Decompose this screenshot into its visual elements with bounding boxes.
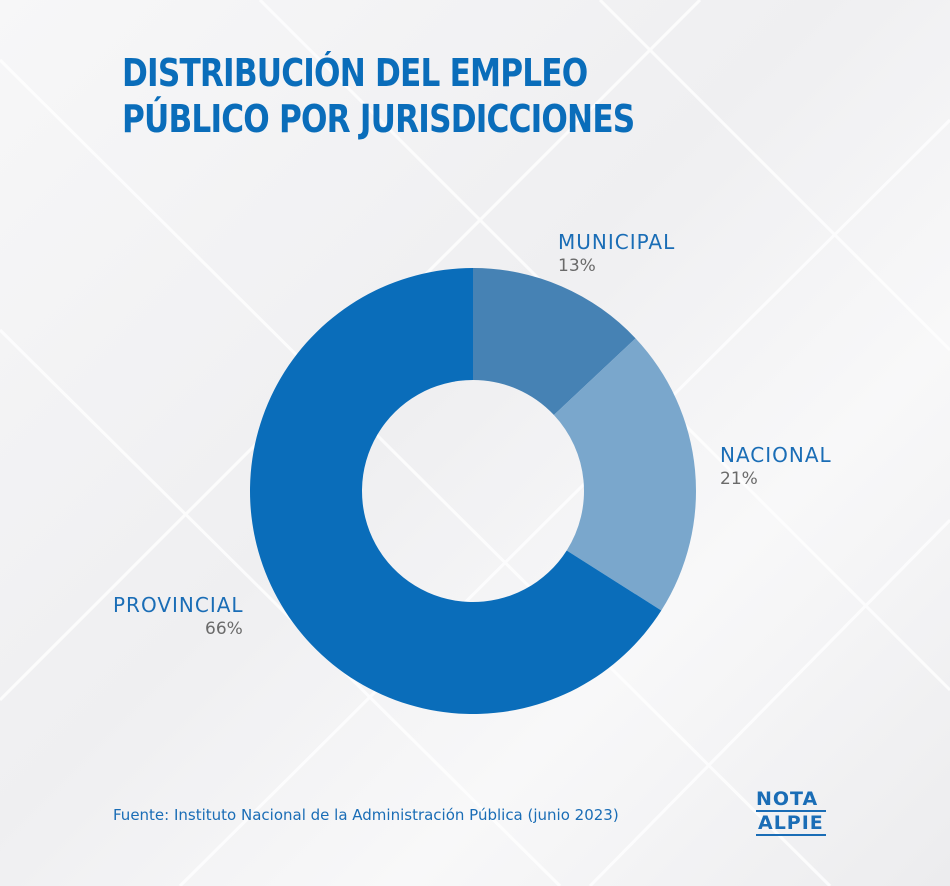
chart-title-line-2: PÚBLICO POR JURISDICCIONES	[122, 97, 635, 141]
slice-label-nacional: NACIONAL 21%	[720, 445, 832, 488]
slice-label-provincial: PROVINCIAL 66%	[113, 595, 244, 638]
slice-value-nacional: 21%	[720, 469, 758, 489]
slice-value-provincial: 66%	[205, 619, 243, 639]
logo-line-1: NOTA	[756, 788, 819, 810]
chart-title-line-1: DISTRIBUCIÓN DEL EMPLEO	[122, 51, 588, 95]
donut-slice-provincial	[250, 268, 662, 715]
slice-name-nacional: NACIONAL	[720, 443, 832, 467]
donut-slice-municipal	[473, 268, 636, 416]
donut-slice-nacional	[553, 338, 696, 611]
slice-name-municipal: MUNICIPAL	[558, 230, 676, 254]
slice-name-provincial: PROVINCIAL	[113, 593, 244, 617]
source-note: Fuente: Instituto Nacional de la Adminis…	[113, 806, 619, 824]
logo-line-2: ALPIE	[756, 810, 826, 836]
chart-title: DISTRIBUCIÓN DEL EMPLEO PÚBLICO POR JURI…	[122, 50, 635, 142]
slice-label-municipal: MUNICIPAL 13%	[558, 232, 675, 275]
slice-value-municipal: 13%	[558, 256, 596, 276]
brand-logo: NOTA ALPIE	[756, 788, 832, 838]
